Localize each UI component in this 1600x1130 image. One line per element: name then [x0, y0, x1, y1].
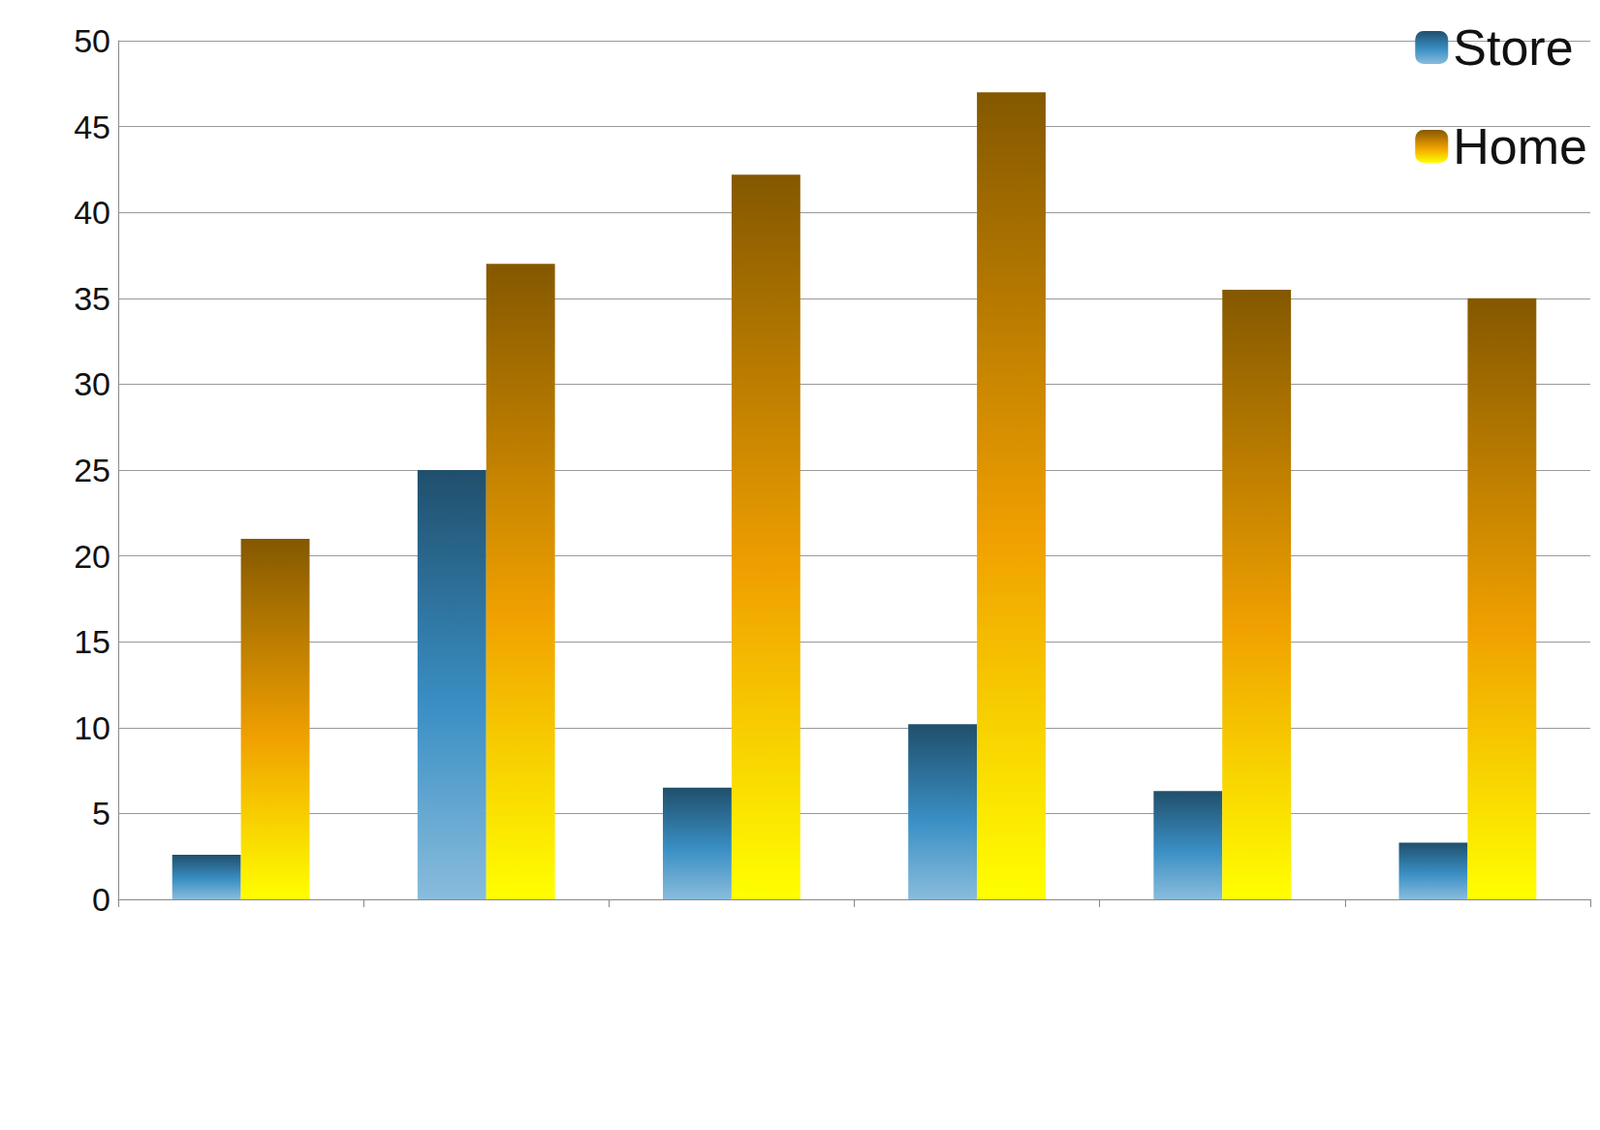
- svg-text:25: 25: [73, 451, 111, 489]
- svg-text:35: 35: [73, 280, 111, 317]
- svg-text:5: 5: [92, 794, 111, 832]
- svg-text:15: 15: [73, 623, 111, 660]
- svg-text:10: 10: [73, 709, 111, 747]
- svg-text:Store: Store: [1452, 19, 1573, 76]
- svg-text:30: 30: [73, 365, 111, 403]
- svg-text:20: 20: [73, 537, 111, 575]
- svg-text:0: 0: [92, 880, 111, 918]
- svg-text:Home: Home: [1452, 118, 1588, 175]
- svg-text:45: 45: [73, 108, 111, 146]
- svg-text:40: 40: [73, 193, 111, 231]
- svg-text:50: 50: [73, 22, 111, 60]
